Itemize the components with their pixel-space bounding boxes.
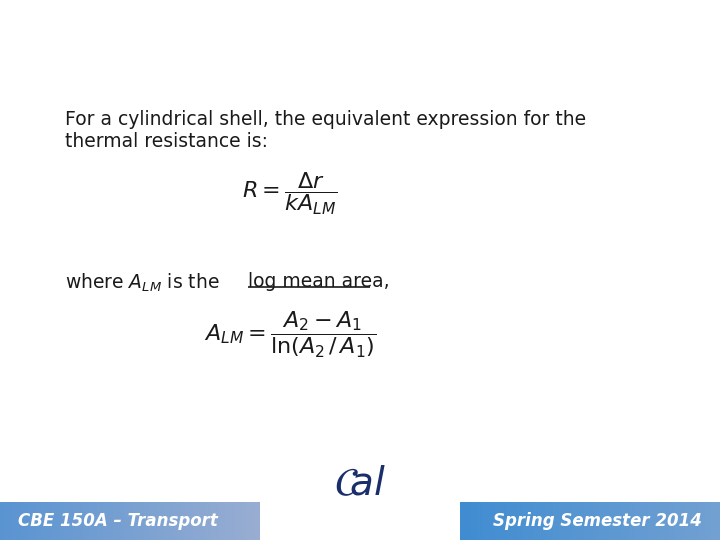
Text: log mean area,: log mean area, (248, 272, 390, 291)
Text: $A_{LM} = \dfrac{A_2 - A_1}{\ln(A_2\, /\, A_1)}$: $A_{LM} = \dfrac{A_2 - A_1}{\ln(A_2\, /\… (204, 310, 376, 360)
Text: $\mathcal{C}\!\mathit{al}$: $\mathcal{C}\!\mathit{al}$ (334, 465, 386, 503)
Text: CBE 150A – Transport: CBE 150A – Transport (18, 512, 218, 530)
Text: $R = \dfrac{\Delta r}{kA_{LM}}$: $R = \dfrac{\Delta r}{kA_{LM}}$ (242, 170, 338, 217)
Text: $\mathcal{C}\!\mathit{al}$: $\mathcal{C}\!\mathit{al}$ (334, 465, 386, 503)
Text: thermal resistance is:: thermal resistance is: (65, 132, 268, 151)
Text: Spring Semester 2014: Spring Semester 2014 (493, 512, 702, 530)
Text: where $A_{LM}$ is the: where $A_{LM}$ is the (65, 272, 220, 294)
Text: For a cylindrical shell, the equivalent expression for the: For a cylindrical shell, the equivalent … (65, 110, 586, 129)
